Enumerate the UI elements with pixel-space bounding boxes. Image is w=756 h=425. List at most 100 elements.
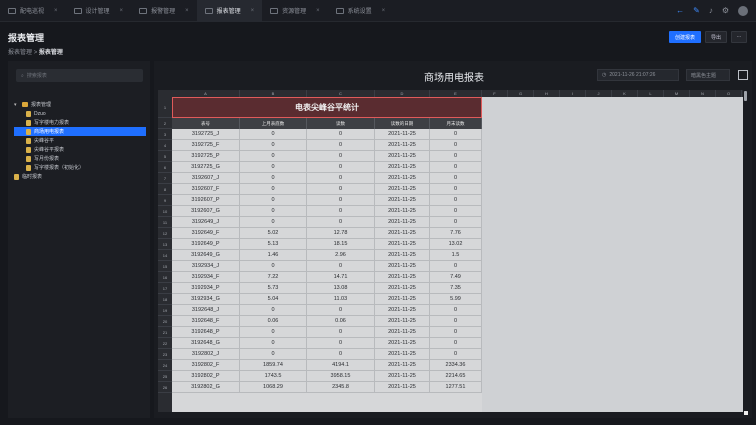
table-cell[interactable]: 3192649_G xyxy=(172,250,240,260)
column-header[interactable]: 月末读数 xyxy=(430,118,482,129)
close-icon[interactable]: × xyxy=(119,7,124,14)
table-cell[interactable]: 2021-11-25 xyxy=(375,239,430,249)
table-cell[interactable]: 0 xyxy=(307,305,375,315)
tree-item[interactable]: 尖峰谷平报表 xyxy=(14,145,146,154)
table-cell[interactable]: 2021-11-25 xyxy=(375,129,430,139)
table-cell[interactable]: 0 xyxy=(430,151,482,161)
column-letter[interactable]: N xyxy=(690,90,716,97)
table-cell[interactable]: 2021-11-25 xyxy=(375,195,430,205)
table-cell[interactable]: 2021-11-25 xyxy=(375,228,430,238)
row-number[interactable]: 15 xyxy=(158,261,172,272)
table-cell[interactable]: 2021-11-25 xyxy=(375,327,430,337)
table-cell[interactable]: 2021-11-25 xyxy=(375,250,430,260)
table-cell[interactable]: 0 xyxy=(307,206,375,216)
avatar[interactable] xyxy=(738,5,748,16)
table-cell[interactable]: 18.15 xyxy=(307,239,375,249)
column-letter[interactable]: G xyxy=(508,90,534,97)
table-cell[interactable]: 3192648_F xyxy=(172,316,240,326)
row-number[interactable]: 5 xyxy=(158,151,172,162)
table-cell[interactable]: 5.04 xyxy=(240,294,307,304)
theme-select[interactable]: 暗黑色主题 xyxy=(686,69,730,81)
column-letter[interactable]: F xyxy=(482,90,508,97)
table-cell[interactable]: 3192648_P xyxy=(172,327,240,337)
tab-5[interactable]: 系统设置 × xyxy=(328,0,394,22)
table-cell[interactable]: 5.02 xyxy=(240,228,307,238)
table-cell[interactable]: 0 xyxy=(240,261,307,271)
table-cell[interactable]: 0 xyxy=(430,140,482,150)
table-cell[interactable]: 0 xyxy=(307,261,375,271)
row-number[interactable]: 24 xyxy=(158,360,172,371)
tree-item[interactable]: 写月份报表 xyxy=(14,154,146,163)
tab-3[interactable]: 报表管理 × xyxy=(196,0,263,22)
tab-1[interactable]: 设计管理 × xyxy=(66,0,132,22)
table-cell[interactable]: 0 xyxy=(307,151,375,161)
table-cell[interactable]: 0 xyxy=(430,195,482,205)
table-cell[interactable]: 3192725_P xyxy=(172,151,240,161)
row-number[interactable]: 22 xyxy=(158,338,172,349)
sheet-title[interactable]: 电表尖峰谷平统计 xyxy=(172,97,482,118)
table-cell[interactable]: 13.02 xyxy=(430,239,482,249)
table-cell[interactable]: 7.35 xyxy=(430,283,482,293)
column-header[interactable]: 上月表底数 xyxy=(240,118,307,129)
table-cell[interactable]: 2214.65 xyxy=(430,371,482,381)
row-number[interactable]: 23 xyxy=(158,349,172,360)
table-cell[interactable]: 3192607_G xyxy=(172,206,240,216)
row-number[interactable]: 14 xyxy=(158,250,172,261)
table-cell[interactable]: 3192607_F xyxy=(172,184,240,194)
close-icon[interactable]: × xyxy=(250,7,255,14)
create-report-button[interactable]: 创建报表 xyxy=(669,31,701,43)
tree-item[interactable]: 尖峰谷平 xyxy=(14,136,146,145)
table-cell[interactable]: 0 xyxy=(240,206,307,216)
table-cell[interactable]: 0 xyxy=(430,261,482,271)
table-cell[interactable]: 2021-11-25 xyxy=(375,305,430,315)
row-number[interactable]: 6 xyxy=(158,162,172,173)
table-cell[interactable]: 0 xyxy=(430,129,482,139)
table-cell[interactable]: 3192934_G xyxy=(172,294,240,304)
table-cell[interactable]: 0 xyxy=(240,162,307,172)
column-letter[interactable]: H xyxy=(534,90,560,97)
table-cell[interactable]: 0 xyxy=(430,217,482,227)
table-cell[interactable]: 0 xyxy=(240,305,307,315)
table-cell[interactable]: 0 xyxy=(430,338,482,348)
table-cell[interactable]: 0 xyxy=(307,338,375,348)
table-cell[interactable]: 0 xyxy=(307,349,375,359)
row-number[interactable]: 18 xyxy=(158,294,172,305)
row-number[interactable]: 7 xyxy=(158,173,172,184)
table-cell[interactable]: 2021-11-25 xyxy=(375,217,430,227)
row-number[interactable]: 25 xyxy=(158,371,172,382)
table-cell[interactable]: 3192934_P xyxy=(172,283,240,293)
table-cell[interactable]: 2.96 xyxy=(307,250,375,260)
row-number[interactable]: 2 xyxy=(158,118,172,129)
table-cell[interactable]: 2345.8 xyxy=(307,382,375,392)
table-cell[interactable]: 1068.29 xyxy=(240,382,307,392)
table-cell[interactable]: 3192649_J xyxy=(172,217,240,227)
table-cell[interactable]: 2021-11-25 xyxy=(375,184,430,194)
table-cell[interactable]: 0 xyxy=(307,162,375,172)
table-cell[interactable]: 7.76 xyxy=(430,228,482,238)
table-cell[interactable]: 3192802_G xyxy=(172,382,240,392)
tab-2[interactable]: 报警管理 × xyxy=(131,0,197,22)
table-cell[interactable]: 2021-11-25 xyxy=(375,338,430,348)
row-number[interactable]: 10 xyxy=(158,206,172,217)
row-number[interactable]: 1 xyxy=(158,97,172,118)
column-letter[interactable]: A xyxy=(172,90,240,97)
table-cell[interactable]: 11.03 xyxy=(307,294,375,304)
table-cell[interactable]: 5.13 xyxy=(240,239,307,249)
table-cell[interactable]: 0 xyxy=(240,338,307,348)
column-letter[interactable]: D xyxy=(375,90,430,97)
table-cell[interactable]: 1743.5 xyxy=(240,371,307,381)
column-letter[interactable]: I xyxy=(560,90,586,97)
table-cell[interactable]: 4194.1 xyxy=(307,360,375,370)
table-cell[interactable]: 2021-11-25 xyxy=(375,294,430,304)
table-cell[interactable]: 2021-11-25 xyxy=(375,151,430,161)
export-button[interactable]: 导出 xyxy=(705,31,727,43)
table-cell[interactable]: 0 xyxy=(430,206,482,216)
row-number[interactable]: 11 xyxy=(158,217,172,228)
table-cell[interactable]: 3192648_J xyxy=(172,305,240,315)
close-icon[interactable]: × xyxy=(381,7,386,14)
row-number[interactable]: 4 xyxy=(158,140,172,151)
table-cell[interactable]: 2021-11-25 xyxy=(375,360,430,370)
row-number[interactable]: 26 xyxy=(158,382,172,393)
table-cell[interactable]: 0 xyxy=(307,327,375,337)
table-cell[interactable]: 2021-11-25 xyxy=(375,371,430,381)
